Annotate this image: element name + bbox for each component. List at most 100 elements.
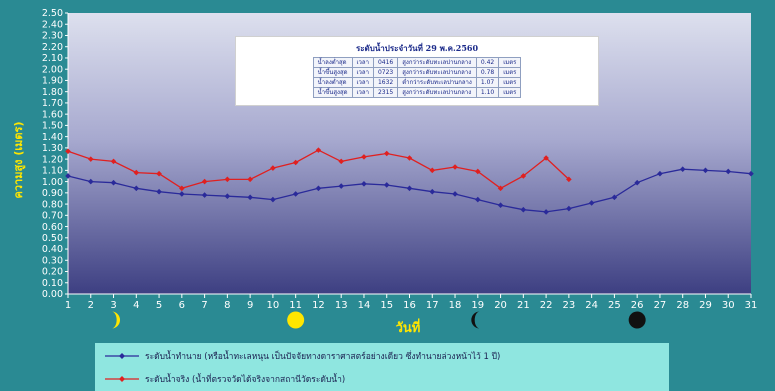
x-tick-label: 26 (631, 300, 644, 311)
table-cell: เวลา (351, 57, 374, 68)
table-cell: 0723 (372, 67, 399, 78)
data-point (338, 158, 344, 165)
table-cell: 0416 (372, 57, 399, 68)
table-cell: 1.10 (475, 87, 500, 98)
table-cell: 2315 (372, 87, 399, 98)
moon-phase-markers (111, 311, 646, 329)
table-cell: เมตร (498, 57, 522, 68)
x-tick-label: 14 (358, 300, 371, 311)
last-quarter-icon (471, 311, 480, 329)
data-point (566, 176, 572, 183)
legend-label-actual: ระดับน้ำจริง (น้ำที่ตรวจวัดได้จริงจากสถา… (145, 375, 346, 385)
data-point (179, 191, 185, 197)
table-row: น้ำขึ้นสูงสุด เวลา 2315 สูงกว่าระดับทะเลปาน… (312, 87, 522, 98)
series-layer (65, 147, 754, 215)
y-tick-label: 0.90 (42, 188, 63, 199)
y-tick-label: 2.20 (42, 42, 63, 53)
data-point (725, 168, 732, 175)
x-tick-label: 28 (676, 300, 689, 311)
y-tick-label: 1.10 (42, 166, 63, 177)
data-point (133, 185, 140, 192)
x-tick-label: 16 (403, 300, 416, 311)
y-tick-label: 0.70 (42, 211, 63, 222)
data-point (224, 193, 231, 200)
y-tick-label: 0.60 (42, 222, 63, 233)
y-tick-label: 1.20 (42, 154, 63, 165)
data-point (87, 178, 94, 185)
y-tick-label: 2.10 (42, 53, 63, 64)
table-cell: ต่ำกว่าระดับทะเลปานกลาง (397, 77, 477, 88)
y-tick-label: 1.30 (42, 143, 63, 154)
data-point (361, 154, 367, 160)
data-point (270, 196, 276, 203)
data-point (156, 188, 162, 195)
x-tick-label: 31 (745, 300, 758, 311)
new-moon-icon (628, 311, 646, 329)
x-tick-label: 22 (540, 300, 553, 311)
table-row: น้ำลงต่ำสุด เวลา 1632 ต่ำกว่าระดับทะเลปานกล… (312, 77, 522, 88)
x-tick-label: 6 (179, 300, 185, 311)
x-tick-label: 23 (562, 300, 575, 311)
x-tick-label: 5 (156, 300, 162, 311)
x-tick-label: 19 (471, 300, 484, 311)
table-cell: 0.42 (475, 57, 500, 68)
data-point (361, 181, 367, 187)
x-tick-label: 2 (88, 300, 94, 311)
legend-label-predicted: ระดับน้ำทำนาย (หรือน้ำทะเลหนุน เป็นปัจจั… (145, 352, 501, 362)
data-point (429, 167, 436, 174)
table-row: น้ำลงต่ำสุด เวลา 0416 สูงกว่าระดับทะเลปานกล… (312, 57, 522, 68)
y-tick-label: 0.40 (42, 244, 63, 255)
x-axis: 1 2 3 4 5 6 7 8 9 10 11 12 13 14 15 16 17 18 19 20 21 22 23 24 2… (65, 293, 758, 311)
data-point (497, 202, 504, 209)
y-tick-label: 2.30 (42, 31, 63, 42)
data-point (201, 192, 208, 198)
table-cell: 0.78 (475, 67, 500, 78)
x-tick-label: 21 (517, 300, 530, 311)
data-point (383, 150, 390, 157)
x-tick-label: 11 (289, 300, 302, 311)
x-tick-label: 30 (722, 300, 735, 311)
x-tick-label: 10 (267, 300, 280, 311)
table-cell: สูงกว่าระดับทะเลปานกลาง (397, 57, 477, 68)
x-tick-label: 25 (608, 300, 621, 311)
data-point (520, 206, 527, 213)
data-point (133, 169, 140, 176)
data-point (588, 200, 595, 206)
data-point (429, 188, 436, 195)
data-point (702, 167, 709, 174)
legend-item-predicted: ระดับน้ำทำนาย (หรือน้ำทะเลหนุน เป็นปัจจั… (105, 348, 500, 364)
data-point (65, 148, 71, 155)
y-tick-label: 0.80 (42, 199, 63, 210)
data-point (338, 183, 344, 189)
table-row: น้ำขึ้นสูงสุด เวลา 0723 สูงกว่าระดับทะเลปาน… (312, 67, 522, 78)
data-point (497, 185, 504, 192)
x-tick-label: 15 (380, 300, 393, 311)
data-point (110, 158, 117, 165)
x-tick-label: 18 (449, 300, 462, 311)
data-point (611, 194, 618, 201)
data-point (520, 173, 527, 179)
data-point (543, 155, 549, 161)
first-quarter-icon (111, 311, 121, 329)
table-cell: เมตร (498, 67, 522, 78)
y-tick-label: 0.10 (42, 278, 63, 289)
data-point (679, 166, 686, 173)
x-tick-label: 4 (133, 300, 139, 311)
table-cell: น้ำขึ้นสูงสุด (312, 67, 353, 78)
data-point (406, 155, 413, 161)
data-point (452, 191, 458, 197)
y-axis-title: ความสูง (เมตร) (12, 122, 26, 199)
x-tick-label: 7 (201, 300, 207, 311)
chart-legend: ระดับน้ำทำนาย (หรือน้ำทะเลหนุน เป็นปัจจั… (95, 343, 669, 391)
legend-swatch-predicted (105, 353, 139, 359)
y-tick-label: 1.40 (42, 132, 63, 143)
table-cell: 1632 (372, 77, 399, 88)
x-tick-label: 27 (654, 300, 667, 311)
y-tick-label: 0.50 (42, 233, 63, 244)
table-cell: เมตร (498, 87, 522, 98)
data-point (224, 176, 231, 183)
full-moon-icon (287, 311, 305, 329)
table-cell: น้ำลงต่ำสุด (312, 77, 353, 88)
table-cell: 1.07 (475, 77, 500, 88)
daily-tide-info-box: ระดับน้ำประจำวันที่ 29 พ.ค.2560 น้ำลงต่ำ… (235, 36, 599, 106)
